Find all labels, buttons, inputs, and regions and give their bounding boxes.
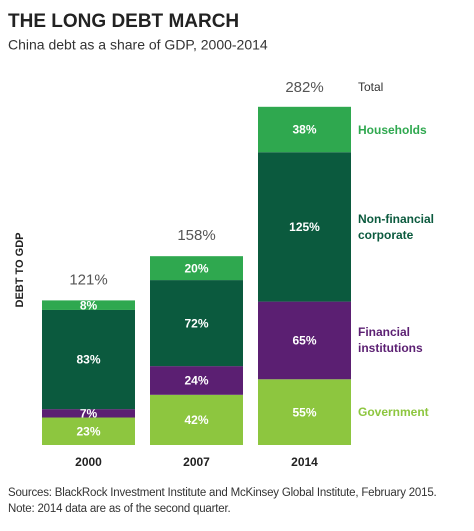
- bar-segment: [42, 417, 135, 445]
- value-label: 125%: [289, 220, 320, 234]
- chart-title: THE LONG DEBT MARCH: [8, 11, 239, 32]
- value-label: 72%: [184, 316, 208, 330]
- value-label: 83%: [76, 353, 100, 367]
- y-axis-label: DEBT TO GDP: [14, 233, 26, 308]
- chart-subtitle: China debt as a share of GDP, 2000-2014: [8, 37, 268, 53]
- bar-segment: [150, 280, 243, 367]
- value-label: 23%: [76, 424, 100, 438]
- total-legend: Total: [358, 80, 383, 94]
- x-tick-label: 2007: [183, 455, 210, 469]
- value-label: 24%: [184, 374, 208, 388]
- legend-label: Government: [358, 405, 429, 420]
- legend-label: Financial institutions: [358, 325, 423, 356]
- note: Note: 2014 data are as of the second qua…: [8, 503, 231, 515]
- total-label: 121%: [69, 271, 107, 288]
- bar-segment: [258, 152, 351, 302]
- bar-segment: [150, 394, 243, 445]
- value-label: 42%: [184, 413, 208, 427]
- bar-segment: [258, 379, 351, 445]
- bar-segment: [258, 301, 351, 380]
- bar-segment: [42, 300, 135, 310]
- bar-segment: [42, 309, 135, 410]
- bar-segment: [150, 366, 243, 395]
- x-tick-label: 2014: [291, 455, 318, 469]
- value-label: 38%: [292, 123, 316, 137]
- value-label: 55%: [292, 405, 316, 419]
- legend-label: Households: [358, 122, 427, 137]
- x-tick-label: 2000: [75, 455, 102, 469]
- value-label: 20%: [184, 261, 208, 275]
- total-label: 158%: [177, 227, 215, 244]
- bar-segment: [42, 409, 135, 418]
- total-label: 282%: [285, 79, 323, 96]
- value-label: 7%: [80, 407, 98, 421]
- bar-segment: [150, 256, 243, 281]
- sources: Sources: BlackRock Investment Institute …: [8, 487, 437, 499]
- value-label: 65%: [292, 334, 316, 348]
- value-label: 8%: [80, 298, 98, 312]
- legend-label: Non-financial corporate: [358, 211, 435, 242]
- bar-segment: [258, 106, 351, 153]
